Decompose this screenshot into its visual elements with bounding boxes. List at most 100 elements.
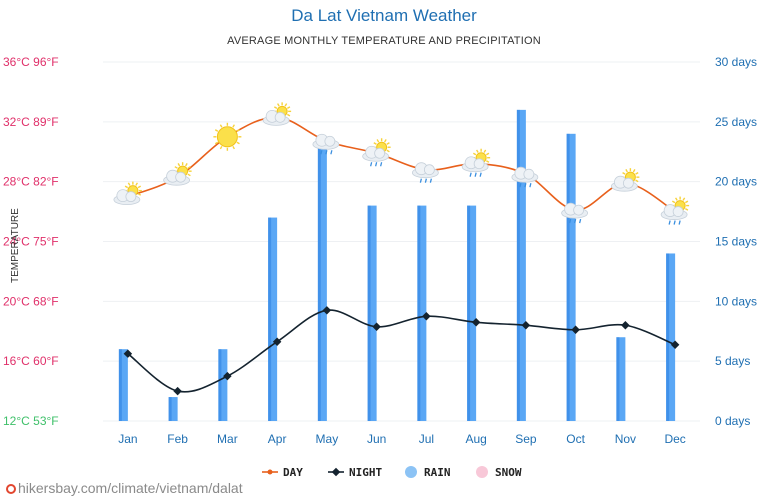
rain-bar bbox=[317, 145, 327, 421]
rain-bar-shade bbox=[317, 145, 321, 421]
sun-ray bbox=[124, 185, 129, 189]
rain-bar-shade bbox=[467, 205, 471, 421]
sun-ray bbox=[187, 173, 191, 177]
rain-drop-icon bbox=[369, 162, 373, 167]
x-axis-tick-label: Jun bbox=[367, 432, 386, 446]
left-axis-tick-label: 32°C 89°F bbox=[3, 115, 59, 129]
sun-ray bbox=[232, 124, 235, 128]
sun-ray bbox=[476, 149, 479, 153]
rain-drop-icon bbox=[479, 172, 482, 177]
night-line bbox=[127, 309, 676, 393]
rain-bar-shade bbox=[367, 205, 371, 421]
rain-drop-icon bbox=[524, 183, 527, 188]
rain-drop-icon bbox=[469, 172, 472, 177]
rain-drop-icon bbox=[424, 178, 428, 183]
legend-label: SNOW bbox=[495, 466, 522, 479]
legend-rain-swatch bbox=[405, 466, 417, 478]
rain-drop-icon bbox=[529, 183, 532, 188]
sun-ray bbox=[485, 160, 490, 163]
source-watermark[interactable]: hikersbay.com/climate/vietnam/dalat bbox=[6, 480, 243, 496]
source-url[interactable]: hikersbay.com/climate/vietnam/dalat bbox=[18, 480, 243, 496]
night-point bbox=[571, 325, 580, 334]
sun-ray bbox=[137, 185, 142, 189]
sun-ray bbox=[671, 200, 676, 204]
x-axis-tick-label: Feb bbox=[167, 432, 188, 446]
right-axis-tick-label: 20 days bbox=[715, 175, 757, 189]
rain-bar bbox=[566, 133, 576, 422]
night-point bbox=[521, 321, 531, 330]
night-point bbox=[471, 318, 481, 327]
cloud-puff bbox=[125, 191, 137, 203]
rain-drop-icon bbox=[673, 220, 676, 225]
left-axis-tick-label: 16°C 60°F bbox=[3, 354, 59, 368]
x-axis-tick-label: Jan bbox=[118, 432, 137, 446]
rain-bar-shade bbox=[616, 337, 620, 421]
rain-drop-icon bbox=[330, 150, 333, 155]
cloud-puff bbox=[672, 206, 684, 217]
sun-ray bbox=[472, 152, 477, 156]
sun-ray bbox=[286, 106, 291, 109]
cloud-puff bbox=[423, 164, 435, 176]
cloud-puff bbox=[523, 168, 535, 180]
sun-ray bbox=[632, 169, 636, 173]
sun-ray bbox=[386, 149, 390, 153]
rain-drop-icon bbox=[568, 218, 572, 224]
sun-ray bbox=[232, 145, 235, 150]
sun-ray bbox=[127, 182, 131, 186]
rain-drop-icon bbox=[678, 220, 681, 225]
rain-bar bbox=[168, 397, 178, 421]
legend-label: RAIN bbox=[424, 466, 451, 479]
sun-ray bbox=[483, 149, 487, 153]
chart-title: Da Lat Vietnam Weather bbox=[291, 6, 477, 25]
rain-bar bbox=[467, 205, 477, 421]
rain-drop-icon bbox=[573, 218, 577, 224]
x-axis-tick-label: Oct bbox=[566, 432, 585, 446]
rain-drop-icon bbox=[379, 162, 383, 167]
left-axis-tick-label: 12°C 53°F bbox=[3, 414, 59, 428]
rain-drop-icon bbox=[325, 150, 328, 155]
rain-bar-shade bbox=[417, 205, 421, 421]
rain-drop-icon bbox=[374, 162, 378, 167]
x-axis-tick-label: Nov bbox=[615, 432, 636, 446]
cloud-puff bbox=[175, 171, 187, 183]
night-point bbox=[272, 337, 282, 346]
legend-snow-swatch bbox=[476, 466, 488, 478]
sun-ray bbox=[386, 142, 390, 145]
right-axis-tick-label: 5 days bbox=[715, 354, 750, 368]
rain-bar bbox=[417, 205, 427, 421]
sun-ray bbox=[286, 113, 291, 117]
cloud-puff bbox=[374, 147, 386, 159]
sun-ray bbox=[625, 169, 628, 173]
left-axis-tick-label: 20°C 68°F bbox=[3, 294, 59, 308]
sun-ray bbox=[277, 103, 280, 107]
rain-drop-icon bbox=[320, 150, 323, 155]
rain-bar bbox=[616, 337, 626, 421]
sun-ray bbox=[284, 103, 288, 107]
rain-drop-icon bbox=[578, 218, 582, 224]
sun-ray bbox=[187, 166, 191, 169]
sun-ray bbox=[219, 145, 223, 150]
day-line bbox=[127, 116, 676, 213]
x-axis-tick-label: Aug bbox=[465, 432, 486, 446]
rain-bar bbox=[118, 349, 128, 421]
sun-ray bbox=[214, 141, 219, 145]
sun-ray bbox=[137, 193, 142, 196]
rain-bar-shade bbox=[118, 349, 122, 421]
legend-day-marker bbox=[267, 469, 273, 475]
legend-label: NIGHT bbox=[349, 466, 382, 479]
rain-drop-icon bbox=[519, 183, 522, 188]
sun-ray bbox=[635, 179, 639, 183]
right-axis-tick-label: 15 days bbox=[715, 235, 757, 249]
cloud-puff bbox=[473, 158, 485, 170]
sun-ray bbox=[373, 142, 377, 145]
cloud-puff bbox=[622, 177, 634, 189]
legend-night-marker bbox=[331, 467, 341, 477]
right-axis-tick-label: 0 days bbox=[715, 414, 750, 428]
x-axis-tick-label: Jul bbox=[419, 432, 434, 446]
x-axis-tick-label: Dec bbox=[664, 432, 685, 446]
cloud-puff bbox=[324, 135, 336, 147]
right-axis-tick-label: 10 days bbox=[715, 294, 757, 308]
left-axis-tick-label: 36°C 96°F bbox=[3, 55, 59, 69]
rain-bar bbox=[218, 349, 228, 421]
